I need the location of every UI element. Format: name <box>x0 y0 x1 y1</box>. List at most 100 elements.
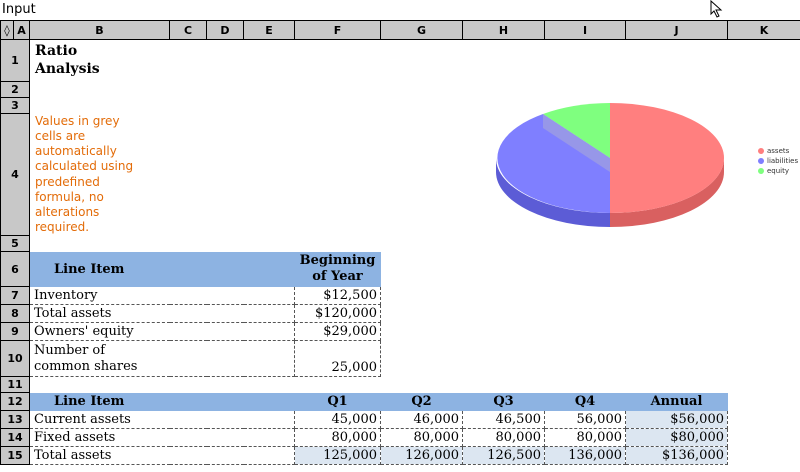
table2-cell-q1[interactable]: 80,000 <box>294 428 381 447</box>
column-header-a[interactable]: A <box>13 20 30 40</box>
column-header-c[interactable]: C <box>169 20 207 40</box>
row-header-15[interactable]: 15 <box>0 446 30 465</box>
table2-cell-q2[interactable]: 126,000 <box>380 446 463 465</box>
note-cell[interactable]: Values in grey cells are automatically c… <box>30 114 295 236</box>
cell-empty[interactable] <box>728 447 800 465</box>
legend-entry: equity <box>758 166 798 176</box>
pie-chart[interactable] <box>490 100 730 230</box>
select-all-corner[interactable]: ◊ <box>0 20 14 40</box>
column-header-k[interactable]: K <box>727 20 800 40</box>
legend-label: liabilities <box>767 157 799 165</box>
table1-header-boy[interactable]: Beginning of Year <box>294 251 381 287</box>
row-header-8[interactable]: 8 <box>0 304 30 323</box>
column-header-d[interactable]: D <box>206 20 244 40</box>
note-line: required. <box>35 220 90 235</box>
cell-empty[interactable] <box>30 236 800 252</box>
table1-row-value[interactable]: $120,000 <box>294 304 381 323</box>
table2-cell-annual[interactable]: $136,000 <box>625 446 728 465</box>
cell-empty[interactable] <box>728 411 800 429</box>
row-header-11[interactable]: 11 <box>0 376 30 393</box>
pie-slice-liabilities[interactable] <box>497 114 610 213</box>
note-line: Values in grey <box>35 113 120 128</box>
table2-cell-annual[interactable]: $56,000 <box>625 410 728 429</box>
legend-label: equity <box>767 167 790 175</box>
table1-row-label[interactable]: Owners' equity <box>29 322 295 341</box>
table1-row-value[interactable]: 25,000 <box>294 340 381 377</box>
row-header-14[interactable]: 14 <box>0 428 30 447</box>
cell-empty[interactable] <box>728 429 800 447</box>
table2-cell-q1[interactable]: 45,000 <box>294 410 381 429</box>
legend-entry: liabilities <box>758 156 798 166</box>
row-header-6[interactable]: 6 <box>0 251 30 287</box>
pie-slice-side-assets <box>610 158 724 227</box>
legend-label: assets <box>767 147 790 155</box>
table2-cell-q4[interactable]: 80,000 <box>544 428 626 447</box>
table2-cell-q3[interactable]: 126,500 <box>462 446 545 465</box>
table1-row-value[interactable]: $29,000 <box>294 322 381 341</box>
table2-cell-q2[interactable]: 46,000 <box>380 410 463 429</box>
table2-cell-q3[interactable]: 80,000 <box>462 428 545 447</box>
table1-header-boy-line2: of Year <box>312 269 363 284</box>
table2-cell-annual[interactable]: $80,000 <box>625 428 728 447</box>
pie-slice-equity[interactable] <box>543 103 610 158</box>
row-header-12[interactable]: 12 <box>0 392 30 411</box>
row-header-7[interactable]: 7 <box>0 286 30 305</box>
table2-cell-q3[interactable]: 46,500 <box>462 410 545 429</box>
pie-slice-side-liabilities <box>496 158 610 227</box>
column-header-f[interactable]: F <box>294 20 381 40</box>
row-header-2[interactable]: 2 <box>0 81 30 98</box>
column-header-g[interactable]: G <box>380 20 463 40</box>
sheet-title[interactable]: Ratio Analysis <box>30 40 295 82</box>
table1-row-label[interactable]: Number of common shares <box>29 340 295 377</box>
row-header-5[interactable]: 5 <box>0 235 30 252</box>
table1-row-value[interactable]: $12,500 <box>294 286 381 305</box>
table1-row-label[interactable]: Inventory <box>29 286 295 305</box>
table2-header-q4[interactable]: Q4 <box>544 392 626 411</box>
window-title: Input <box>2 2 36 17</box>
row-header-3[interactable]: 3 <box>0 97 30 114</box>
sheet-title-line1: Ratio <box>35 43 78 59</box>
legend-dot <box>758 148 764 154</box>
table2-row-label[interactable]: Total assets <box>29 446 295 465</box>
chart-legend: assets liabilities equity <box>758 146 798 176</box>
table2-row-label[interactable]: Fixed assets <box>29 428 295 447</box>
note-line: cells are <box>35 128 86 143</box>
table1-header-line-item[interactable]: Line Item <box>29 251 295 287</box>
table2-header-q2[interactable]: Q2 <box>380 392 463 411</box>
row-header-10[interactable]: 10 <box>0 340 30 377</box>
table2-header-q3[interactable]: Q3 <box>462 392 545 411</box>
row-header-4[interactable]: 4 <box>0 113 30 236</box>
cell-empty[interactable] <box>295 40 800 82</box>
cell-empty[interactable] <box>30 377 800 393</box>
table2-cell-q4[interactable]: 56,000 <box>544 410 626 429</box>
table1-row-label[interactable]: Total assets <box>29 304 295 323</box>
table2-row-label[interactable]: Current assets <box>29 410 295 429</box>
column-header-h[interactable]: H <box>462 20 545 40</box>
column-header-e[interactable]: E <box>243 20 295 40</box>
table1-row-label-line2: common shares <box>34 358 138 374</box>
table1-header-boy-line1: Beginning <box>299 253 376 268</box>
legend-dot <box>758 168 764 174</box>
column-header-i[interactable]: I <box>544 20 626 40</box>
table2-header-annual[interactable]: Annual <box>625 392 728 411</box>
table2-cell-q1[interactable]: 125,000 <box>294 446 381 465</box>
cell-empty[interactable] <box>381 252 800 287</box>
table1-row-label-line1: Number of <box>34 342 106 358</box>
table2-header-q1[interactable]: Q1 <box>294 392 381 411</box>
pie-slice-assets[interactable] <box>610 103 724 213</box>
cell-empty[interactable] <box>381 341 800 377</box>
cell-empty[interactable] <box>381 305 800 323</box>
table2-header-line-item[interactable]: Line Item <box>29 392 295 411</box>
row-header-9[interactable]: 9 <box>0 322 30 341</box>
column-header-j[interactable]: J <box>625 20 728 40</box>
row-header-1[interactable]: 1 <box>0 39 30 82</box>
row-header-13[interactable]: 13 <box>0 410 30 429</box>
table2-cell-q4[interactable]: 136,000 <box>544 446 626 465</box>
cell-empty[interactable] <box>381 287 800 305</box>
column-header-b[interactable]: B <box>29 20 170 40</box>
cell-empty[interactable] <box>30 82 800 98</box>
cell-empty[interactable] <box>381 323 800 341</box>
table2-cell-q2[interactable]: 80,000 <box>380 428 463 447</box>
spreadsheet-grid: ◊ A B C D E F G H I J K 1 Ratio Analysis… <box>0 20 800 465</box>
cell-empty[interactable] <box>728 393 800 411</box>
